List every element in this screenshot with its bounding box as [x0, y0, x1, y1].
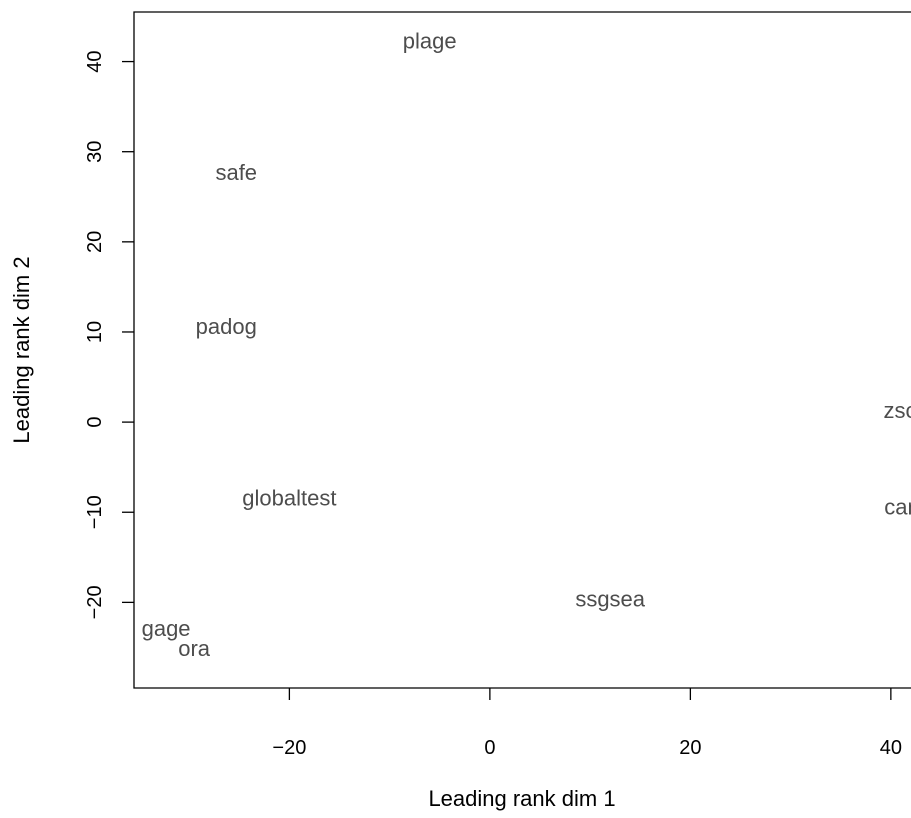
- point-label-globaltest: globaltest: [242, 485, 336, 510]
- y-tick-label: 0: [84, 417, 106, 428]
- y-tick-label: 40: [84, 50, 106, 72]
- point-labels: plagesafepadoggsvazscoreglobaltestcamera…: [142, 28, 911, 660]
- point-label-camera: camera: [884, 494, 911, 519]
- point-label-ora: ora: [178, 636, 211, 661]
- x-tick-label: 0: [484, 737, 495, 759]
- point-label-padog: padog: [196, 314, 257, 339]
- x-axis: −20 0 20 40: [272, 688, 902, 759]
- point-label-gage: gage: [142, 616, 191, 641]
- y-axis: −20 −10 0 10 20 30 40: [84, 50, 134, 619]
- y-tick-label: −10: [84, 495, 106, 529]
- plot-frame: [133, 11, 911, 689]
- point-label-safe: safe: [215, 160, 257, 185]
- y-tick-label: −20: [84, 585, 106, 619]
- point-label-ssgsea: ssgsea: [575, 586, 645, 611]
- x-axis-title: Leading rank dim 1: [428, 786, 615, 811]
- x-tick-label: 40: [880, 737, 902, 759]
- point-label-zscore: zscore: [884, 398, 911, 423]
- x-tick-label: 20: [679, 737, 701, 759]
- y-tick-label: 30: [84, 141, 106, 163]
- y-axis-title: Leading rank dim 2: [9, 256, 34, 443]
- x-tick-label: −20: [272, 737, 306, 759]
- point-label-plage: plage: [403, 28, 457, 53]
- y-tick-label: 20: [84, 231, 106, 253]
- y-tick-label: 10: [84, 321, 106, 343]
